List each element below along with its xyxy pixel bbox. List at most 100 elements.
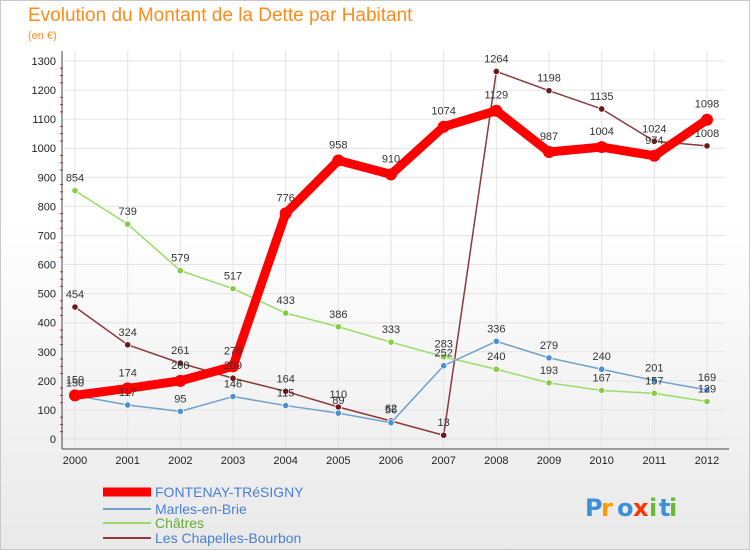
data-label: 1135: [590, 91, 614, 103]
data-label: 974: [645, 135, 663, 147]
data-label: 240: [487, 351, 505, 363]
data-point: [437, 120, 450, 133]
data-label: 209: [224, 360, 242, 372]
data-label: 129: [698, 383, 716, 395]
y-tick-label: 400: [38, 318, 56, 330]
data-label: 776: [276, 192, 294, 204]
data-label: 115: [277, 388, 295, 400]
data-point: [229, 374, 237, 382]
chart-subtitle: (en €): [28, 30, 57, 42]
data-label: 324: [118, 327, 136, 339]
data-label: 517: [224, 271, 242, 283]
data-point: [650, 137, 658, 145]
data-label: 454: [66, 289, 84, 301]
chart-title: Evolution du Montant de la Dette par Hab…: [28, 5, 413, 26]
y-tick-label: 600: [38, 260, 56, 272]
data-point: [650, 376, 658, 385]
data-label: 150: [66, 377, 84, 389]
logo-letter: i: [649, 494, 657, 522]
data-point: [69, 389, 81, 402]
legend-label: Châtres: [155, 515, 204, 531]
legend-label: Les Chapelles-Bourbon: [155, 530, 301, 546]
data-point: [598, 105, 606, 113]
data-point: [598, 386, 606, 395]
data-point: [598, 365, 606, 373]
data-point: [492, 365, 500, 373]
data-label: 164: [276, 373, 294, 385]
data-point: [279, 207, 292, 220]
data-point: [440, 362, 448, 370]
x-tick-label: 2003: [221, 455, 245, 467]
data-label: 283: [434, 339, 452, 351]
legend: FONTENAY-TRéSIGNYMarles-en-BrieChâtresLe…: [103, 484, 304, 546]
data-label: 336: [487, 323, 505, 335]
y-tick-label: 1200: [32, 85, 56, 97]
y-tick-label: 200: [38, 376, 56, 388]
x-tick-label: 2005: [326, 455, 350, 467]
data-labels: 454 324 261 209 164 110 62 13 1264 1198 1135 1024 10…: [66, 53, 719, 429]
data-point: [650, 389, 658, 397]
data-point: [174, 374, 187, 387]
data-label: 167: [592, 372, 610, 384]
data-point: [701, 113, 713, 126]
y-tick-label: 1100: [32, 114, 56, 126]
y-tick-label: 500: [38, 289, 56, 301]
data-label: 193: [540, 365, 558, 377]
y-tick-label: 900: [38, 172, 56, 184]
data-label: 1098: [695, 99, 719, 111]
logo-letter: P: [585, 494, 603, 522]
data-label: 987: [540, 131, 558, 143]
data-point: [176, 267, 184, 275]
data-label: 1008: [695, 128, 719, 140]
data-point: [124, 401, 132, 409]
x-tick-label: 2009: [537, 455, 561, 467]
data-point: [545, 87, 553, 95]
data-point: [229, 285, 237, 293]
data-label: 95: [174, 393, 186, 405]
data-label: 150: [66, 374, 84, 386]
data-point: [71, 303, 79, 311]
data-label: 201: [645, 363, 663, 375]
y-tick-label: 100: [38, 405, 56, 417]
data-label: 1264: [484, 53, 508, 65]
legend-label: FONTENAY-TRéSIGNY: [155, 484, 304, 500]
data-label: 1024: [642, 123, 666, 135]
data-label: 56: [385, 405, 397, 417]
data-point: [387, 419, 395, 427]
data-label: 1198: [537, 73, 561, 85]
data-point: [282, 309, 290, 317]
data-point: [282, 387, 290, 395]
data-point: [440, 431, 448, 439]
x-tick-label: 2007: [431, 455, 455, 467]
data-point: [334, 323, 342, 331]
logo-letter: t: [659, 494, 670, 522]
data-label: 958: [329, 139, 347, 151]
legend-label: Marles-en-Brie: [155, 501, 247, 517]
data-point: [703, 397, 711, 406]
data-label: 579: [171, 253, 189, 265]
series-lines: [69, 67, 713, 439]
logo-letter: x: [633, 494, 649, 522]
x-tick-label: 2004: [273, 455, 297, 467]
x-tick-label: 2008: [484, 455, 508, 467]
data-point: [543, 146, 555, 159]
data-point: [490, 104, 503, 117]
data-point: [648, 149, 661, 162]
x-tick-label: 2002: [168, 455, 192, 467]
data-point: [492, 337, 500, 345]
data-label: 89: [332, 395, 344, 407]
data-point: [703, 142, 711, 150]
data-label: 252: [434, 348, 452, 360]
data-point: [121, 382, 134, 395]
y-tick-label: 1000: [32, 143, 56, 155]
data-label: 13: [438, 417, 450, 429]
data-point: [332, 154, 345, 167]
y-tick-label: 300: [38, 347, 56, 359]
data-point: [229, 392, 237, 401]
data-label: 854: [66, 173, 84, 185]
data-label: 261: [171, 345, 189, 357]
data-point: [124, 341, 132, 349]
data-label: 174: [118, 367, 136, 379]
data-point: [124, 220, 132, 228]
data-point: [71, 187, 79, 195]
